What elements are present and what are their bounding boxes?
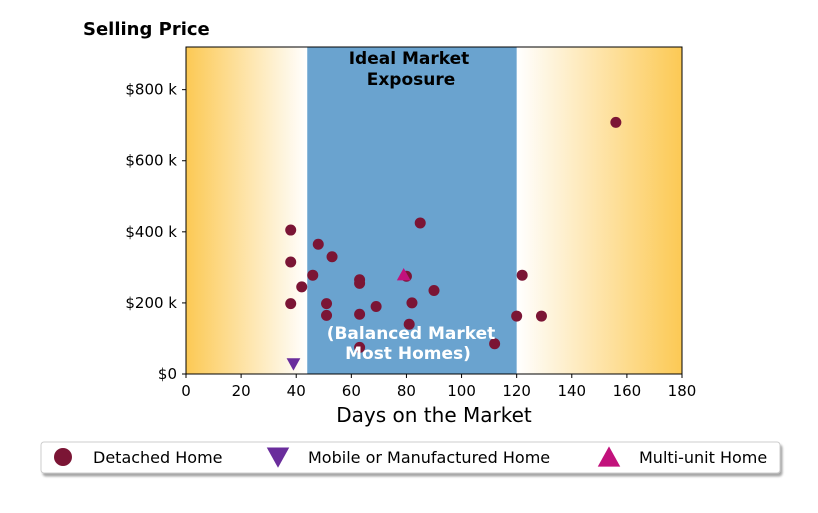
data-point-s0-3	[296, 281, 308, 293]
data-point-s0-5	[312, 238, 324, 250]
data-point-s0-19	[489, 338, 501, 350]
data-point-s0-16	[406, 297, 418, 309]
data-point-s0-0	[285, 224, 297, 236]
y-tick-label: $0	[158, 365, 177, 383]
y-axis-title: Selling Price	[83, 19, 210, 40]
data-point-s0-2	[285, 298, 297, 310]
x-tick-label: 80	[397, 382, 416, 400]
data-points	[285, 116, 622, 371]
market-bands	[186, 47, 682, 374]
legend-label-2: Multi-unit Home	[639, 448, 767, 467]
x-tick-label: 140	[557, 382, 586, 400]
data-point-s0-6	[321, 298, 333, 310]
data-point-s2-0	[396, 267, 411, 281]
band-2	[516, 47, 682, 374]
legend-label-0: Detached Home	[93, 448, 223, 467]
legend-item-2: Multi-unit Home	[597, 446, 767, 467]
y-axis: $0 $200 k $400 k $600 k $800 k	[125, 81, 186, 383]
legend: Detached Home Mobile or Manufactured Home…	[40, 441, 781, 474]
band-labels-bottom: (Balanced Market Most Homes)	[327, 324, 496, 364]
band-label-balanced-line2: Most Homes)	[345, 344, 471, 364]
y-tick-label: $200 k	[125, 294, 177, 312]
data-point-s0-4	[307, 269, 319, 281]
data-point-s0-8	[326, 251, 338, 263]
band-labels: Ideal Market Exposure	[349, 49, 470, 90]
data-point-s0-7	[321, 309, 333, 321]
x-tick-label: 100	[447, 382, 476, 400]
x-tick-label: 120	[502, 382, 531, 400]
x-tick-label: 180	[668, 382, 697, 400]
plot-frame	[185, 46, 683, 375]
data-point-s0-15	[403, 318, 415, 330]
data-point-s1-0	[286, 358, 301, 371]
x-tick-label: 20	[232, 382, 251, 400]
data-point-s0-20	[511, 310, 523, 322]
band-0	[186, 47, 308, 374]
data-point-s0-17	[414, 217, 426, 229]
legend-marker-1	[266, 447, 290, 468]
x-tick-label: 60	[342, 382, 361, 400]
x-tick-label: 0	[181, 382, 191, 400]
data-point-s0-13	[370, 300, 382, 312]
x-axis: 0 20 40 60 80 100 120 140 160 180	[181, 374, 696, 400]
data-point-s0-12	[354, 341, 366, 353]
x-tick-label: 160	[613, 382, 642, 400]
data-point-s0-10	[354, 277, 366, 289]
y-tick-label: $800 k	[125, 81, 177, 99]
y-tick-label: $400 k	[125, 223, 177, 241]
band-label-ideal-line1: Ideal Market	[349, 49, 470, 69]
legend-item-1: Mobile or Manufactured Home	[266, 447, 550, 468]
band-label-balanced-line1: (Balanced Market	[327, 324, 496, 344]
y-tick-label: $600 k	[125, 152, 177, 170]
band-label-ideal-line2: Exposure	[367, 70, 456, 90]
data-point-s0-11	[354, 308, 366, 320]
x-tick-label: 40	[287, 382, 306, 400]
x-axis-title: Days on the Market	[336, 403, 532, 427]
legend-box	[40, 441, 781, 474]
data-point-s0-22	[535, 310, 547, 322]
data-point-s0-23	[610, 116, 622, 128]
legend-marker-2	[597, 446, 621, 467]
legend-item-0: Detached Home	[54, 448, 223, 467]
legend-label-1: Mobile or Manufactured Home	[308, 448, 550, 467]
data-point-s0-21	[516, 269, 528, 281]
data-point-s0-1	[285, 256, 297, 268]
data-point-s0-18	[428, 284, 440, 296]
legend-marker-0	[54, 448, 72, 466]
